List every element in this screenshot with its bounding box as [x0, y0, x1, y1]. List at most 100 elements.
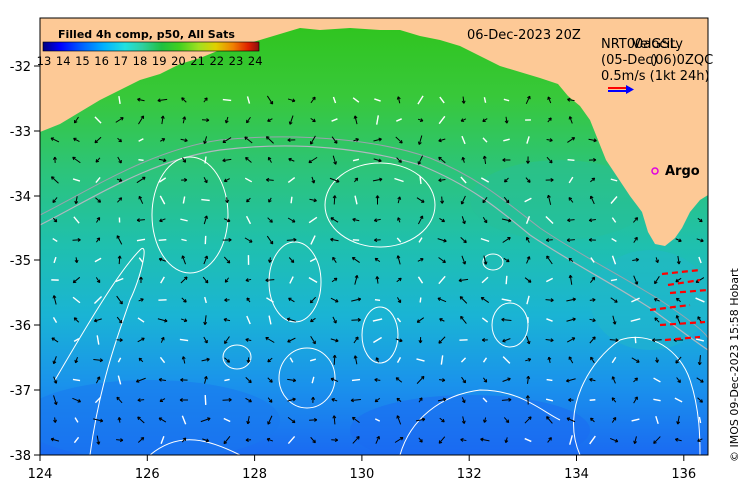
velocity-arrow: [266, 179, 274, 181]
velocity-arrow-head: [245, 337, 249, 342]
velocity-arrow-head: [333, 161, 338, 165]
velocity-arrow: [676, 377, 681, 383]
velocity-arrow-head: [293, 237, 297, 242]
velocity-arrow-head: [353, 355, 358, 359]
velocity-arrow: [267, 415, 273, 425]
velocity-arrow-head: [592, 336, 596, 340]
velocity-arrow: [72, 397, 81, 403]
legend-line2b: (06)0ZQC: [650, 53, 713, 68]
velocity-arrow-head: [375, 357, 380, 361]
velocity-arrow: [652, 339, 662, 341]
velocity-arrow-head: [50, 137, 55, 141]
velocity-arrow: [288, 158, 295, 162]
velocity-arrow-head: [590, 417, 594, 422]
velocity-arrow: [546, 156, 553, 164]
velocity-arrow-head: [203, 140, 207, 145]
velocity-arrow-head: [399, 338, 403, 343]
velocity-arrow: [567, 98, 575, 102]
velocity-arrow-head: [96, 237, 101, 241]
velocity-arrow: [225, 116, 229, 124]
velocity-arrow-head: [507, 236, 511, 241]
velocity-arrow-head: [593, 157, 597, 162]
velocity-arrow-head: [332, 415, 337, 419]
velocity-arrow-head: [458, 278, 462, 283]
velocity-arrow: [459, 296, 468, 304]
velocity-arrow-head: [73, 119, 78, 124]
velocity-arrow-head: [245, 278, 249, 283]
velocity-arrow-head: [180, 377, 184, 382]
velocity-arrow-head: [204, 339, 208, 344]
velocity-arrow: [136, 176, 146, 184]
velocity-arrow: [138, 257, 144, 263]
velocity-arrow-head: [269, 219, 273, 223]
velocity-arrow-head: [419, 215, 424, 219]
velocity-arrow: [612, 376, 616, 384]
velocity-arrow: [51, 176, 59, 184]
velocity-arrow-head: [333, 320, 337, 324]
velocity-arrow: [437, 398, 447, 402]
velocity-arrow: [546, 318, 553, 322]
velocity-arrow: [373, 158, 382, 162]
velocity-arrow: [654, 317, 660, 323]
velocity-arrow-head: [224, 279, 229, 283]
velocity-arrow: [481, 276, 489, 284]
velocity-arrow: [310, 296, 316, 304]
velocity-arrow: [501, 318, 512, 322]
velocity-arrow-head: [588, 237, 593, 242]
velocity-arrow-head: [374, 377, 378, 382]
velocity-arrow: [137, 98, 145, 102]
velocity-arrow: [397, 96, 401, 104]
velocity-arrow: [526, 136, 530, 144]
velocity-arrow: [677, 415, 680, 425]
velocity-arrow-head: [566, 238, 571, 243]
velocity-arrow-head: [481, 338, 486, 342]
velocity-arrow: [93, 296, 103, 304]
velocity-arrow: [50, 137, 60, 143]
velocity-arrow: [482, 216, 488, 224]
velocity-arrow-head: [378, 158, 382, 163]
velocity-arrow: [589, 318, 596, 322]
y-tick-label: -35: [10, 254, 31, 269]
velocity-arrow: [52, 317, 58, 323]
velocity-arrow-head: [224, 298, 228, 302]
velocity-arrow-head: [461, 156, 466, 161]
velocity-arrow: [481, 317, 489, 323]
velocity-arrow: [159, 379, 166, 381]
velocity-arrow: [374, 239, 381, 241]
velocity-arrow-head: [355, 138, 359, 142]
velocity-arrow: [116, 316, 123, 324]
legend-line1b: Velocity: [632, 37, 683, 52]
velocity-arrow: [566, 417, 576, 423]
velocity-arrow: [482, 137, 488, 143]
velocity-arrow-head: [568, 356, 573, 360]
velocity-arrow-head: [312, 340, 316, 345]
velocity-arrow: [203, 336, 208, 344]
velocity-arrow-head: [158, 377, 163, 382]
velocity-arrow: [611, 417, 617, 423]
velocity-arrow: [589, 276, 596, 284]
velocity-arrow-head: [505, 199, 510, 204]
velocity-arrow-head: [265, 336, 269, 341]
velocity-arrow: [137, 399, 145, 401]
velocity-arrow: [115, 277, 124, 283]
velocity-arrow-head: [460, 201, 465, 205]
velocity-arrow-head: [675, 437, 679, 442]
velocity-arrow: [245, 215, 252, 225]
velocity-arrow-head: [137, 398, 141, 403]
velocity-arrow: [675, 277, 682, 283]
velocity-arrow: [589, 435, 596, 445]
velocity-arrow: [501, 218, 512, 222]
x-tick-label: 130: [349, 467, 374, 482]
velocity-arrow: [610, 178, 618, 182]
velocity-arrow-head: [421, 199, 425, 203]
velocity-arrow-head: [675, 278, 679, 283]
velocity-arrow: [51, 337, 59, 343]
velocity-arrow-head: [443, 238, 447, 243]
velocity-arrow-head: [374, 398, 379, 403]
velocity-arrow-head: [228, 397, 232, 402]
velocity-arrow: [374, 98, 381, 102]
velocity-arrow-head: [138, 195, 143, 200]
velocity-arrow-head: [482, 155, 487, 159]
velocity-arrow-head: [94, 139, 98, 144]
velocity-arrow: [438, 275, 446, 285]
